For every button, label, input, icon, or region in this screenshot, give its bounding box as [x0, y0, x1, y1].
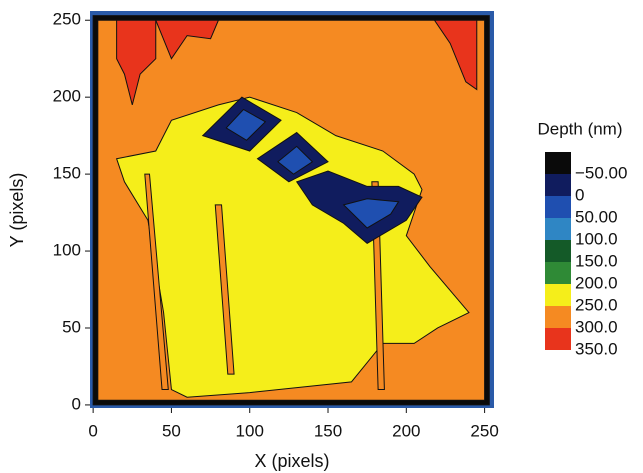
colorbar-label: 0: [575, 185, 584, 204]
chart: X (pixels) Y (pixels) Depth (nm) 0 50 100 1…: [0, 0, 643, 473]
x-tick-label: 250: [470, 421, 498, 440]
colorbar-label: −50.00: [575, 163, 627, 182]
colorbar-label: 200.0: [575, 273, 618, 292]
colorbar-title: Depth (nm): [537, 119, 622, 138]
y-tick-label: 250: [53, 10, 81, 29]
y-axis-title: Y (pixels): [7, 173, 27, 248]
colorbar-block: [545, 218, 571, 240]
y-tick-label: 100: [53, 241, 81, 260]
y-tick-label: 150: [53, 164, 81, 183]
colorbar-label: 250.0: [575, 295, 618, 314]
x-tick-label: 100: [236, 421, 264, 440]
colorbar-block: [545, 240, 571, 262]
y-tick-label: 0: [72, 394, 81, 413]
colorbar-label: 300.0: [575, 317, 618, 336]
y-tick-label: 200: [53, 87, 81, 106]
colorbar-label: 350.0: [575, 339, 618, 358]
colorbar-block: [545, 174, 571, 196]
colorbar-label: 100.0: [575, 229, 618, 248]
x-tick-label: 150: [314, 421, 342, 440]
colorbar-block: [545, 196, 571, 218]
colorbar-label: 50.00: [575, 207, 618, 226]
colorbar-block: [545, 328, 571, 350]
colorbar-label: 150.0: [575, 251, 618, 270]
x-axis-title: X (pixels): [254, 451, 329, 471]
colorbar-block: [545, 306, 571, 328]
colorbar-block: [545, 152, 571, 174]
x-tick-label: 0: [88, 421, 97, 440]
x-tick-label: 200: [392, 421, 420, 440]
colorbar-block: [545, 284, 571, 306]
y-tick-label: 50: [62, 317, 81, 336]
colorbar-block: [545, 262, 571, 284]
x-tick-label: 50: [162, 421, 181, 440]
